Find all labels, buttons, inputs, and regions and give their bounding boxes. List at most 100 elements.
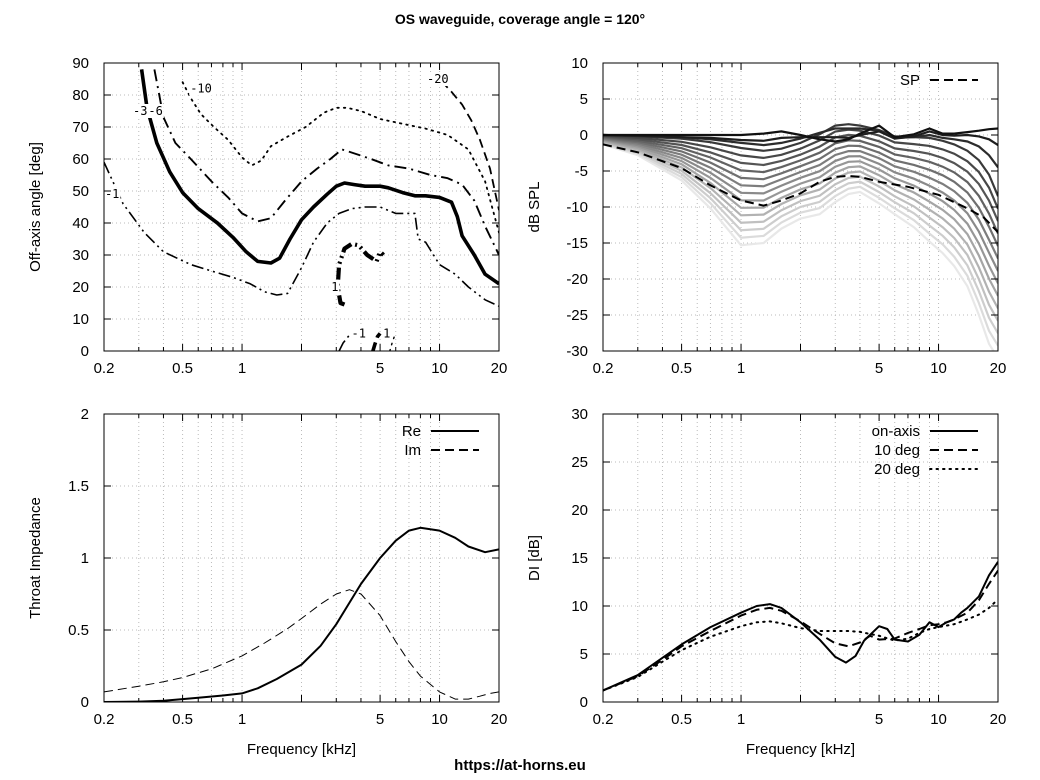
series-line-Re [104, 526, 499, 702]
polar-curve-15 [603, 142, 998, 347]
legend-label: 20 deg [874, 461, 920, 478]
x-tick-label: 1 [238, 360, 246, 377]
polar-curve-14 [603, 141, 998, 334]
y-tick-label: 30 [72, 247, 89, 264]
y-tick-label: -25 [566, 307, 588, 324]
y-tick-label: 25 [571, 454, 588, 471]
y-tick-label: 10 [571, 598, 588, 615]
polar-curve-10 [603, 138, 998, 284]
series-line--6 [153, 69, 499, 256]
x-tick-label: 10 [431, 360, 448, 377]
contour-label-bg [330, 280, 340, 294]
plot-area: -1 -3 -6 -10 -20 1 1 -1 [104, 69, 499, 351]
series-line-Im [104, 589, 499, 700]
y-tick-label: 70 [72, 119, 89, 136]
x-tick-label: 10 [431, 711, 448, 728]
legend-label: 10 deg [874, 442, 920, 459]
series-line-20-deg [603, 598, 998, 692]
polar-curve-0 [603, 124, 998, 143]
contour-label-bg [425, 72, 450, 86]
legend-label: SP [900, 72, 920, 89]
y-tick-label: -10 [566, 199, 588, 216]
legend-label: Re [402, 423, 421, 440]
x-tick-label: 0.5 [172, 360, 193, 377]
plot-area [603, 123, 998, 351]
contour-label: -6 [148, 104, 162, 118]
y-tick-label: 0 [580, 694, 588, 711]
series-line-on-axis [603, 561, 998, 692]
contour-label: -20 [427, 72, 449, 86]
series-line--1 [104, 161, 499, 307]
polar-curve-4 [603, 128, 998, 210]
polar-curve-2 [603, 127, 998, 169]
figure-title: OS waveguide, coverage angle = 120° [395, 11, 645, 27]
polar-curve-16 [603, 143, 995, 351]
legend: Re Im [402, 423, 479, 459]
axes: 0.2 0.5 1 5 10 20 -30 -25 -20 -15 -10 -5 0 5 10 dB SPL [526, 55, 1006, 377]
contour-label-bg [382, 326, 392, 341]
panel-spl: 0.2 0.5 1 5 10 20 -30 -25 -20 -15 -10 -5 0 5 10 dB SPL S… [526, 55, 1006, 377]
x-tick-label: 0.5 [172, 711, 193, 728]
y-tick-label: 0.5 [68, 622, 89, 639]
contour-label: -1 [352, 326, 366, 340]
plot-area [104, 526, 499, 702]
y-axis-label: DI [dB] [526, 535, 543, 581]
contour-label: 1 [331, 280, 338, 294]
panel-contour: -1 -3 -6 -10 -20 1 1 -1 0.2 0.5 1 5 10 20 0 10 20 30 40 50 6… [27, 55, 507, 377]
y-tick-label: -5 [575, 163, 588, 180]
x-tick-label: 1 [238, 711, 246, 728]
x-tick-label: 0.5 [671, 711, 692, 728]
x-tick-label: 5 [875, 711, 883, 728]
x-tick-label: 0.2 [593, 711, 614, 728]
polar-curve-12 [603, 140, 998, 309]
y-axis-label: Throat Impedance [27, 497, 44, 619]
x-tick-label: 10 [930, 711, 947, 728]
x-tick-label: 10 [930, 360, 947, 377]
x-tick-label: 5 [376, 360, 384, 377]
polar-curve-8 [603, 137, 998, 259]
polar-curve-11 [603, 139, 998, 297]
series-line-10-deg [603, 569, 998, 692]
x-tick-label: 0.2 [94, 360, 115, 377]
contour-label-bg [131, 104, 149, 118]
contour-label: 1 [383, 326, 390, 340]
polar-curve-3 [603, 123, 998, 197]
y-tick-label: -30 [566, 343, 588, 360]
x-tick-label: 1 [737, 360, 745, 377]
polar-curve-7 [603, 136, 998, 247]
x-tick-label: 0.2 [94, 711, 115, 728]
y-tick-label: -20 [566, 271, 588, 288]
grid [104, 63, 499, 351]
contour-label-bg [147, 104, 164, 118]
y-tick-label: 5 [580, 646, 588, 663]
y-tick-label: 10 [72, 311, 89, 328]
y-tick-label: 0 [81, 694, 89, 711]
grid [603, 414, 998, 702]
panel-impedance: 0.2 0.5 1 5 10 20 0 0.5 1 1.5 2 Frequency [kHz] Thro… [27, 406, 507, 758]
x-tick-label: 20 [491, 360, 508, 377]
y-tick-label: 40 [72, 215, 89, 232]
series-line--1c [389, 335, 395, 351]
contour-label-bg [189, 81, 213, 96]
legend-label: on-axis [872, 423, 920, 440]
x-tick-label: 5 [875, 360, 883, 377]
x-tick-label: 5 [376, 711, 384, 728]
polar-curve-9 [603, 138, 998, 272]
x-tick-label: 0.2 [593, 360, 614, 377]
series-line--3 [139, 69, 499, 286]
y-tick-label: 0 [580, 127, 588, 144]
x-tick-label: 20 [990, 711, 1007, 728]
footer-url: https://at-horns.eu [454, 757, 586, 774]
y-tick-label: 15 [571, 550, 588, 567]
y-tick-label: 90 [72, 55, 89, 72]
y-tick-label: 2 [81, 406, 89, 423]
y-axis-label: dB SPL [526, 182, 543, 233]
contour-label-bg [350, 326, 368, 341]
y-tick-label: 1 [81, 550, 89, 567]
y-tick-label: 5 [580, 91, 588, 108]
x-tick-label: 0.5 [671, 360, 692, 377]
